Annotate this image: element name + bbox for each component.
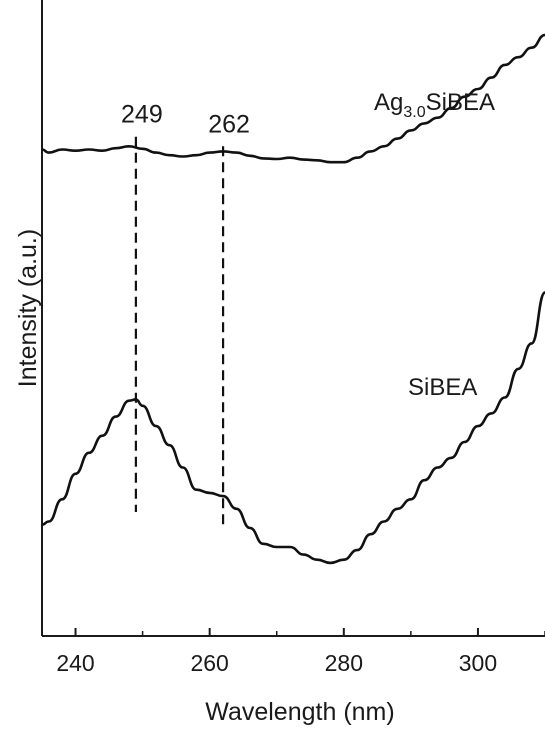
- x-axis-label: Wavelength (nm): [205, 698, 394, 726]
- series-label-ag-sibea: Ag3.0SiBEA: [374, 89, 495, 121]
- series-label-ag-rest: SiBEA: [426, 89, 495, 116]
- series-layer: [41, 33, 545, 565]
- x-tick-label-240: 240: [56, 650, 94, 676]
- series-label-ag-main: Ag: [374, 89, 403, 116]
- series-label-sibea: SiBEA: [408, 374, 477, 401]
- y-axis-label: Intensity (a.u.): [14, 229, 42, 387]
- series-line-sibea: [41, 291, 545, 565]
- x-tick-label-300: 300: [459, 650, 497, 676]
- series-label-ag-sub: 3.0: [403, 104, 425, 121]
- peak-label-262: 262: [208, 110, 250, 138]
- peak-label-249: 249: [121, 101, 163, 129]
- series-line-ag-sibea: [41, 33, 545, 164]
- peak-annotations: 249 262: [121, 101, 250, 525]
- x-tick-label-280: 280: [325, 650, 363, 676]
- x-ticks: 240 260 280 300: [56, 628, 545, 676]
- x-tick-label-260: 260: [190, 650, 228, 676]
